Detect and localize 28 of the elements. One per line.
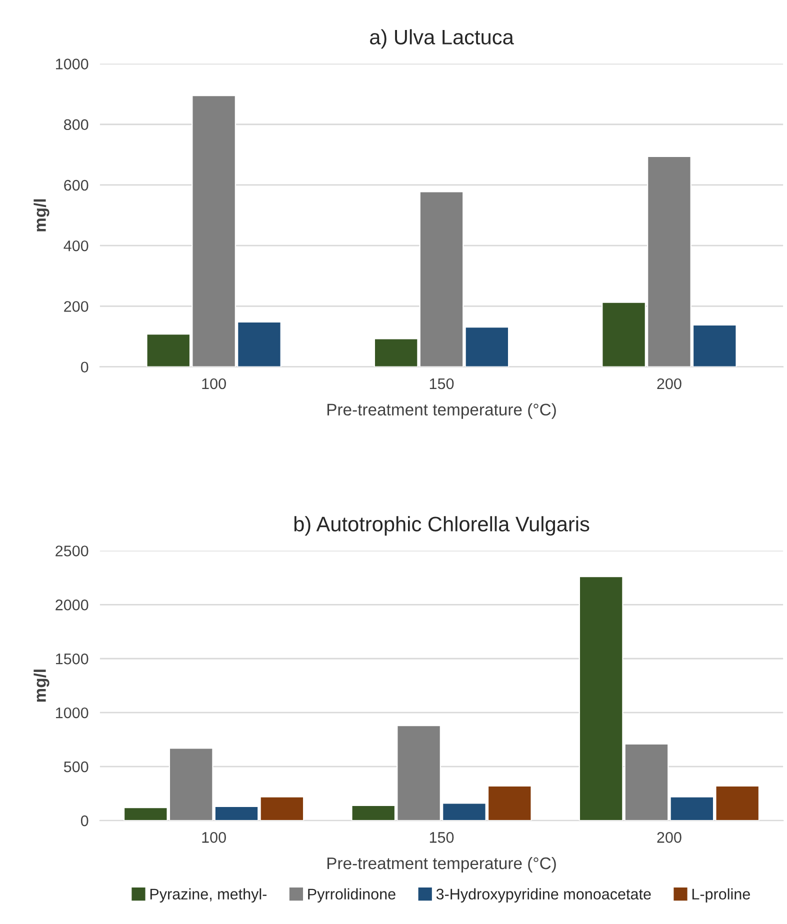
y-tick-label: 1500 — [56, 653, 88, 664]
y-axis-title: mg/l — [34, 670, 50, 702]
y-tick-label: 800 — [64, 119, 88, 130]
y-tick-label: 500 — [64, 761, 88, 772]
y-tick-label: 600 — [64, 180, 88, 191]
x-tick-label: 150 — [430, 378, 454, 390]
x-axis-title: Pre-treatment temperature (°C) — [327, 856, 556, 873]
x-tick-label: 200 — [657, 378, 682, 390]
y-tick-label: 1000 — [56, 58, 88, 70]
y-tick-label: 400 — [64, 240, 88, 252]
chart-title: a) Ulva Lactuca — [370, 29, 514, 49]
y-tick-label: 200 — [64, 301, 88, 312]
y-tick-label: 0 — [80, 815, 88, 826]
legend-label: Pyrazine, methyl- — [150, 888, 267, 903]
y-tick-label: 1000 — [56, 707, 88, 718]
y-tick-label: 2500 — [56, 546, 88, 556]
legend-label: Pyrrolidinone — [308, 888, 396, 903]
x-tick-label: 100 — [202, 832, 226, 843]
legend-label: 3-Hydroxypyridine monoacetate — [436, 888, 651, 903]
x-tick-label: 100 — [202, 378, 226, 390]
x-tick-label: 200 — [657, 832, 682, 843]
legend-label: L-proline — [692, 888, 750, 903]
chart-title: b) Autotrophic Chlorella Vulgaris — [294, 516, 590, 536]
x-axis-title: Pre-treatment temperature (°C) — [327, 403, 556, 419]
y-tick-label: 0 — [80, 362, 88, 373]
x-tick-label: 150 — [430, 832, 454, 843]
y-tick-label: 2000 — [56, 600, 88, 610]
y-axis-title: mg/l — [34, 199, 50, 232]
